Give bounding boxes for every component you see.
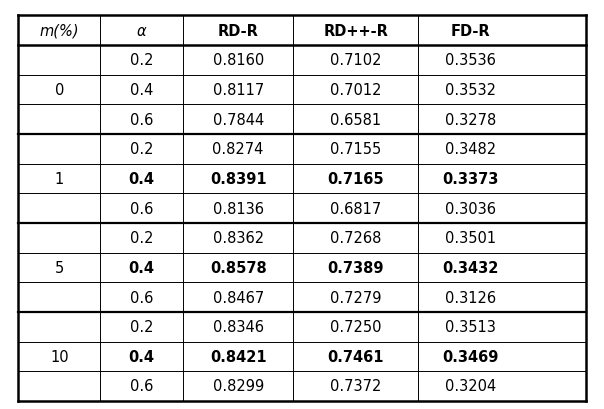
Text: 0.4: 0.4 [129,349,155,364]
Text: 0.8421: 0.8421 [210,349,266,364]
Text: 0.2: 0.2 [130,231,153,246]
Text: 0.8578: 0.8578 [210,260,266,275]
Text: 10: 10 [50,349,69,364]
Text: 0.7279: 0.7279 [330,290,382,305]
Text: 0.8136: 0.8136 [213,201,263,216]
Text: 0.7102: 0.7102 [330,53,382,68]
Text: 0.3204: 0.3204 [445,379,496,393]
Text: 0.7250: 0.7250 [330,319,382,335]
Text: 0.3469: 0.3469 [443,349,499,364]
Text: RD++-R: RD++-R [324,24,388,38]
Text: 0.8117: 0.8117 [213,83,264,98]
Text: 0.3036: 0.3036 [445,201,496,216]
Text: 0.7012: 0.7012 [330,83,382,98]
Text: FD-R: FD-R [451,24,490,38]
Text: 0.8299: 0.8299 [213,379,264,393]
Text: 0.7268: 0.7268 [330,231,382,246]
Text: 0.2: 0.2 [130,319,153,335]
Text: α: α [137,24,146,38]
Text: 0.7389: 0.7389 [328,260,384,275]
Text: 0.8160: 0.8160 [213,53,264,68]
Text: 0.8346: 0.8346 [213,319,263,335]
Text: 0.3532: 0.3532 [445,83,496,98]
Text: 0.4: 0.4 [129,171,155,187]
Text: 0.4: 0.4 [130,83,153,98]
Text: 0.3513: 0.3513 [446,319,496,335]
Text: 0.3373: 0.3373 [443,171,499,187]
Text: 0.2: 0.2 [130,53,153,68]
Text: 0.8391: 0.8391 [210,171,266,187]
Text: 0.7844: 0.7844 [213,112,264,127]
Text: 0.3482: 0.3482 [445,142,496,157]
Text: 0.3536: 0.3536 [446,53,496,68]
Text: 0.2: 0.2 [130,142,153,157]
Text: RD-R: RD-R [217,24,259,38]
Text: 0.6: 0.6 [130,290,153,305]
Text: 0.3432: 0.3432 [443,260,499,275]
Text: 0.8362: 0.8362 [213,231,264,246]
Text: 1: 1 [54,171,64,187]
Text: 5: 5 [54,260,64,275]
Text: 0.7155: 0.7155 [330,142,382,157]
Text: 0.3126: 0.3126 [445,290,496,305]
Text: 0.8274: 0.8274 [213,142,264,157]
Text: 0.6: 0.6 [130,201,153,216]
Text: 0.7461: 0.7461 [328,349,384,364]
Text: m(%): m(%) [39,24,79,38]
Text: 0.6817: 0.6817 [330,201,382,216]
Text: 0.6: 0.6 [130,379,153,393]
Text: 0: 0 [54,83,64,98]
Text: 0.6: 0.6 [130,112,153,127]
Text: 0.4: 0.4 [129,260,155,275]
Text: 0.7372: 0.7372 [330,379,382,393]
Text: 0.3278: 0.3278 [445,112,496,127]
Text: 0.8467: 0.8467 [213,290,264,305]
Text: 0.3501: 0.3501 [445,231,496,246]
Text: 0.6581: 0.6581 [330,112,382,127]
Text: 0.7165: 0.7165 [327,171,384,187]
